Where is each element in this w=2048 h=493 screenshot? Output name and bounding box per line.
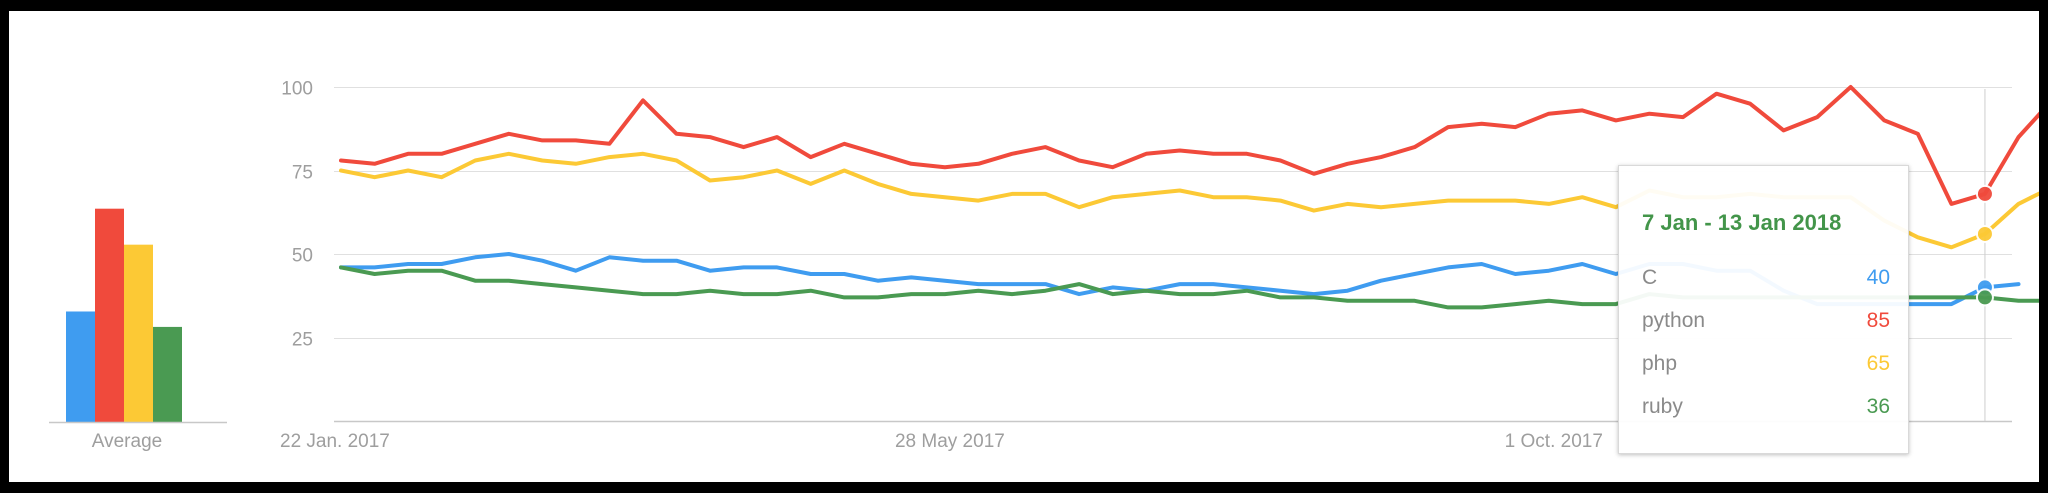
tooltip-series-name: python (1642, 309, 1706, 332)
x-tick-label: 1 Oct. 2017 (1505, 431, 1603, 452)
hover-point-ruby (1975, 288, 1994, 307)
tooltip-series-value: 85 (1866, 309, 1890, 332)
tooltip-series-value: 36 (1866, 395, 1890, 418)
y-tick-label: 100 (281, 79, 313, 100)
average-bar-chart-svg: Average (49, 208, 227, 452)
tooltip-date-range: 7 Jan - 13 Jan 2018 (1642, 210, 1842, 235)
hover-point-php (1975, 224, 1994, 243)
x-tick-label: 28 May 2017 (895, 431, 1005, 452)
average-label: Average (92, 431, 162, 452)
y-tick-label: 75 (292, 163, 313, 184)
y-tick-label: 25 (292, 330, 313, 351)
tooltip-series-name: C (1642, 266, 1658, 289)
tooltip-row-c: C 40 (1642, 266, 1890, 296)
tooltip-row-python: python 85 (1642, 309, 1890, 339)
tooltip-series-value: 65 (1866, 352, 1890, 375)
average-bar-python (95, 208, 124, 422)
average-chart: Average (9, 11, 259, 482)
hover-tooltip: 7 Jan - 13 Jan 2018 C 40 python 85 php 6… (1618, 165, 1909, 454)
y-tick-label: 50 (292, 246, 313, 267)
average-bar-ruby (153, 326, 182, 422)
tooltip-series-value: 40 (1866, 266, 1890, 289)
tooltip-series-name: ruby (1642, 395, 1683, 418)
series-line-python (339, 85, 2039, 206)
average-bar-php (124, 244, 153, 422)
x-tick-label: 22 Jan. 2017 (280, 431, 390, 452)
tooltip-row-php: php 65 (1642, 352, 1890, 382)
hover-point-python (1975, 184, 1994, 203)
tooltip-series-name: php (1642, 352, 1678, 375)
tooltip-row-ruby: ruby 36 (1642, 395, 1890, 425)
chart-frame: Average 25 50 75 100 22 Jan. 2017 28 May 2017… (9, 11, 2039, 482)
average-bar-c (66, 311, 95, 422)
